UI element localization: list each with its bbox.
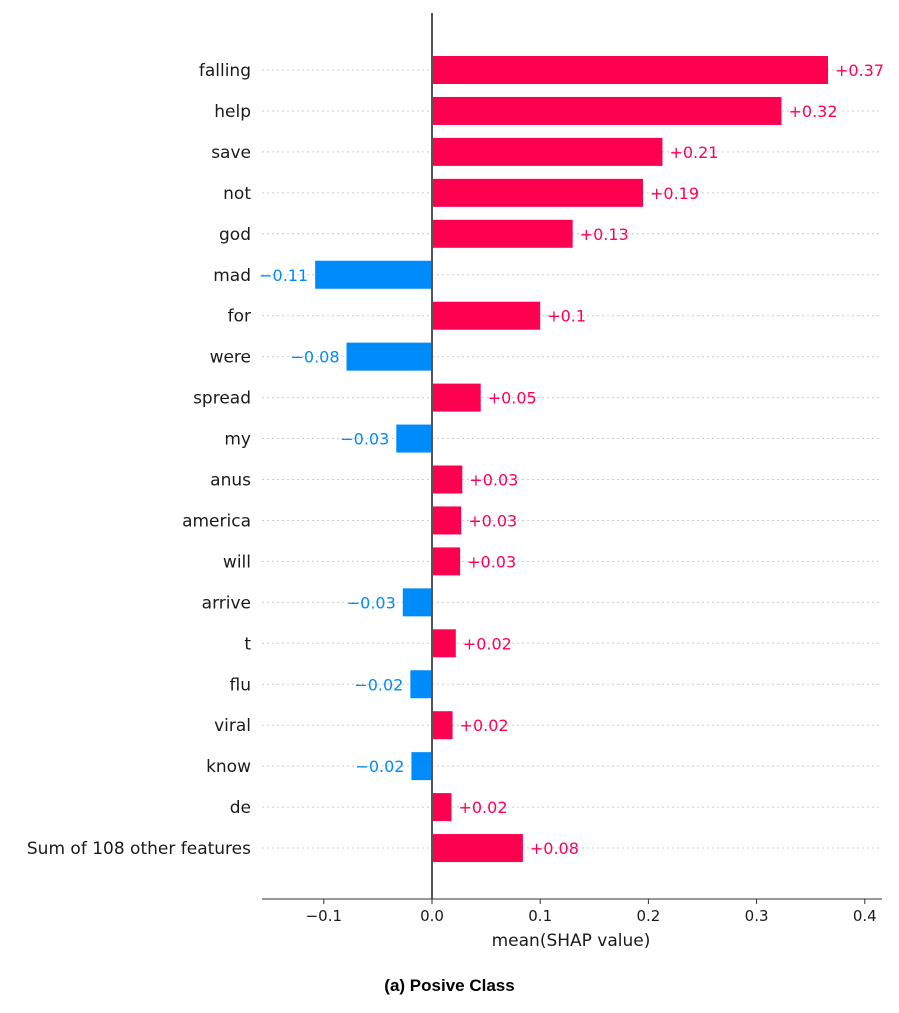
- bar-falling: [432, 56, 829, 84]
- value-label: −0.11: [259, 266, 308, 285]
- value-label: −0.03: [347, 593, 396, 612]
- value-label: +0.21: [669, 143, 718, 162]
- value-label: +0.13: [580, 225, 629, 244]
- figure-caption: (a) Posive Class: [384, 976, 515, 995]
- bar-flu: [410, 670, 432, 699]
- category-label: were: [210, 348, 251, 368]
- bar-sum-of-108-other-features: [432, 834, 523, 863]
- category-label: for: [228, 307, 251, 327]
- value-label: +0.1: [547, 307, 586, 326]
- bar-viral: [432, 711, 453, 740]
- x-tick-label: 0.4: [853, 907, 877, 925]
- value-label: +0.19: [650, 184, 699, 203]
- x-tick-label: 0.0: [420, 907, 444, 925]
- category-label: will: [223, 552, 251, 572]
- bar-america: [432, 506, 462, 535]
- category-label: not: [223, 184, 251, 204]
- x-axis-label: mean(SHAP value): [492, 931, 651, 951]
- value-label: +0.02: [463, 634, 512, 653]
- x-tick-label: −0.1: [306, 907, 342, 925]
- value-label: +0.03: [469, 471, 518, 490]
- bar-save: [432, 137, 663, 166]
- category-label: flu: [230, 675, 251, 695]
- bar-t: [432, 629, 456, 658]
- value-label: −0.08: [290, 348, 339, 367]
- bar-my: [396, 424, 432, 453]
- shap-bar-chart: +0.37 falling +0.32 help +0.21 save +0.19 not +0…: [27, 13, 884, 951]
- category-label: Sum of 108 other features: [27, 839, 251, 859]
- category-label: arrive: [202, 593, 251, 613]
- category-label: t: [244, 634, 251, 654]
- bar-know: [411, 752, 432, 781]
- bar-not: [432, 178, 643, 207]
- category-label: falling: [199, 61, 251, 81]
- category-label: know: [206, 757, 251, 777]
- bar-spread: [432, 383, 481, 412]
- value-label: +0.02: [460, 716, 509, 735]
- value-label: −0.03: [340, 430, 389, 449]
- bar-will: [432, 547, 461, 576]
- category-label: god: [219, 225, 251, 245]
- category-label: save: [211, 143, 251, 163]
- value-label: +0.37: [835, 61, 884, 80]
- value-label: +0.03: [467, 552, 516, 571]
- category-label: spread: [193, 389, 251, 409]
- bar-de: [432, 793, 452, 822]
- category-label: viral: [214, 716, 251, 736]
- bar-mad: [315, 260, 432, 289]
- category-label: help: [214, 102, 251, 122]
- x-tick-label: 0.1: [528, 907, 552, 925]
- value-label: +0.32: [788, 102, 837, 121]
- category-label: anus: [210, 471, 251, 491]
- value-label: +0.03: [468, 511, 517, 530]
- category-label: my: [224, 430, 251, 450]
- value-label: −0.02: [355, 757, 404, 776]
- bar-for: [432, 301, 541, 330]
- bar-were: [346, 342, 432, 371]
- x-tick-label: 0.3: [745, 907, 769, 925]
- value-label: +0.05: [488, 389, 537, 408]
- bar-anus: [432, 465, 463, 494]
- bar-help: [432, 96, 782, 125]
- bar-arrive: [402, 588, 432, 617]
- value-label: −0.02: [354, 675, 403, 694]
- bar-god: [432, 219, 573, 248]
- value-label: +0.08: [530, 839, 579, 858]
- category-label: mad: [213, 266, 251, 286]
- category-label: de: [230, 798, 251, 818]
- category-label: america: [182, 511, 251, 531]
- value-label: +0.02: [458, 798, 507, 817]
- x-tick-label: 0.2: [636, 907, 660, 925]
